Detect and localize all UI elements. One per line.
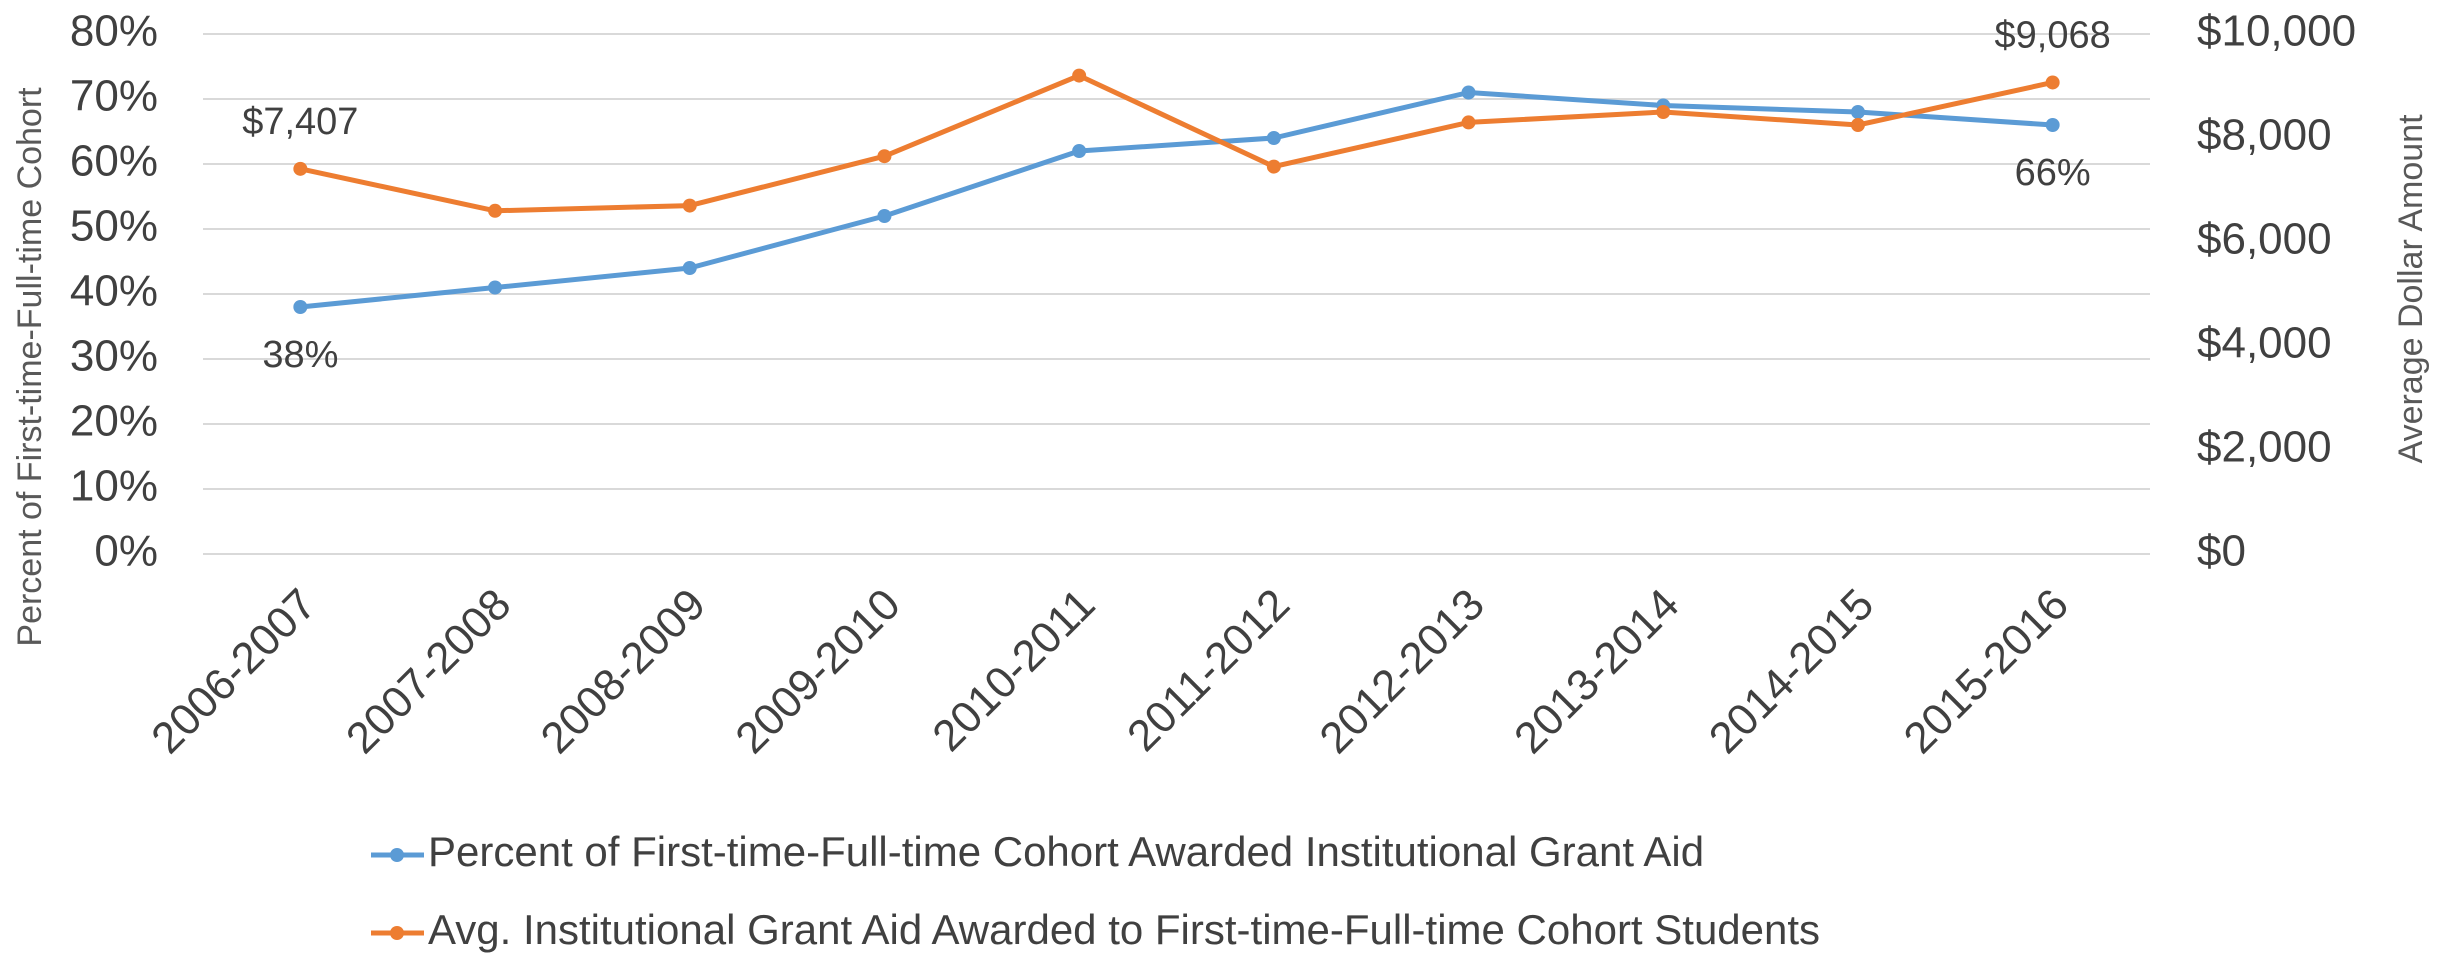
y-tick-label: 50%: [70, 202, 158, 251]
legend-label: Avg. Institutional Grant Aid Awarded to …: [428, 906, 1820, 953]
data-point: [1072, 144, 1087, 158]
data-point: [293, 161, 308, 176]
x-tick-label: 2007-2008: [337, 580, 520, 763]
data-point: [1461, 115, 1476, 130]
x-tick-label: 2010-2011: [923, 580, 1104, 761]
data-point: [682, 198, 697, 213]
legend-marker: [390, 926, 404, 940]
y2-tick-label: $0: [2197, 527, 2246, 576]
data-point: [488, 280, 503, 295]
data-point: [488, 203, 503, 218]
data-point: [293, 300, 308, 314]
data-point: [1072, 68, 1087, 83]
series-line: [299, 73, 2054, 214]
y-tick-label: 0%: [94, 527, 158, 576]
y2-tick-label: $10,000: [2197, 7, 2356, 56]
data-point: [682, 261, 697, 275]
y-tick-label: 30%: [70, 332, 158, 381]
data-label: 38%: [262, 334, 338, 376]
y2-tick-label: $8,000: [2197, 111, 2332, 160]
x-tick-label: 2008-2009: [532, 580, 715, 763]
y2-axis-title: Average Dollar Amount: [2392, 114, 2430, 464]
data-point: [1850, 118, 1865, 132]
x-tick-label: 2014-2015: [1700, 580, 1883, 763]
data-point: [1266, 159, 1281, 174]
y-tick-label: 40%: [70, 267, 158, 316]
data-point: [1266, 131, 1281, 145]
data-label: $7,407: [242, 101, 358, 143]
y2-tick-label: $2,000: [2197, 423, 2332, 472]
y-tick-label: 20%: [70, 397, 158, 446]
x-tick-label: 2013-2014: [1505, 580, 1688, 763]
x-tick-label: 2011-2012: [1118, 580, 1299, 761]
data-point: [877, 209, 892, 223]
data-point: [1461, 85, 1476, 100]
y-axis-title: Percent of First-time-Full-time Cohort: [11, 87, 49, 647]
data-label: $9,068: [1995, 14, 2111, 56]
x-tick-label: 2006-2007: [142, 580, 325, 763]
data-point: [1656, 105, 1671, 119]
x-tick-label: 2015-2016: [1895, 580, 2078, 763]
y-tick-label: 70%: [70, 72, 158, 121]
legend-marker: [390, 848, 404, 862]
x-tick-label: 2012-2013: [1310, 580, 1493, 763]
legend-label: Percent of First-time-Full-time Cohort A…: [428, 828, 1704, 875]
data-point: [1850, 105, 1865, 119]
y-tick-label: 60%: [70, 137, 158, 186]
series-line: [300, 90, 2053, 310]
y2-tick-label: $4,000: [2197, 319, 2332, 368]
y-tick-label: 10%: [70, 462, 158, 511]
y2-tick-label: $6,000: [2197, 215, 2332, 264]
data-point: [877, 149, 892, 164]
data-point: [2045, 75, 2060, 90]
data-label: 66%: [2015, 152, 2091, 194]
data-point: [2045, 118, 2060, 132]
y-tick-label: 80%: [70, 7, 158, 56]
x-tick-label: 2009-2010: [726, 580, 909, 763]
